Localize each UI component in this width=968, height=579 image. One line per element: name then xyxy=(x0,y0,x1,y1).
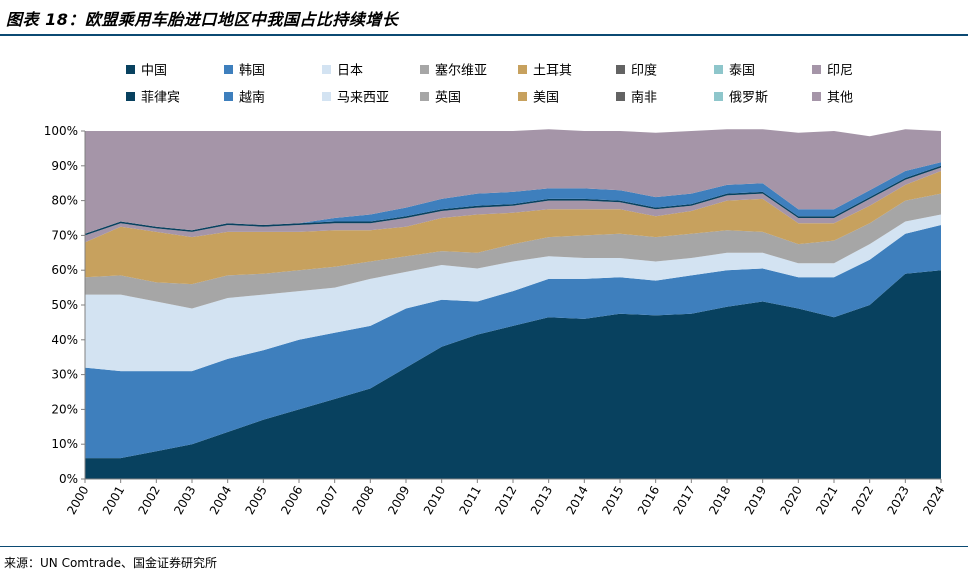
y-tick-label: 40% xyxy=(51,333,78,347)
legend-label-印度: 印度 xyxy=(631,63,657,79)
x-tick-label-2019: 2019 xyxy=(742,484,769,517)
legend-swatch-马来西亚 xyxy=(322,92,331,101)
x-tick-label-2012: 2012 xyxy=(492,484,519,517)
x-tick-label-2023: 2023 xyxy=(885,484,912,517)
area-series-group xyxy=(85,129,941,479)
legend-label-南非: 南非 xyxy=(631,90,657,106)
legend-swatch-南非 xyxy=(616,92,625,101)
legend-label-越南: 越南 xyxy=(239,90,265,106)
x-tick-label-2017: 2017 xyxy=(671,484,698,517)
x-tick-label-2013: 2013 xyxy=(528,484,555,517)
y-tick-label: 70% xyxy=(51,228,78,242)
legend-swatch-中国 xyxy=(126,65,135,74)
area-土耳其 xyxy=(85,171,941,285)
x-tick-label-2022: 2022 xyxy=(849,484,876,517)
area-越南 xyxy=(85,162,941,234)
legend-swatch-印尼 xyxy=(812,65,821,74)
x-tick-label-2008: 2008 xyxy=(350,484,377,517)
legend-label-俄罗斯: 俄罗斯 xyxy=(729,91,768,106)
legend-label-印尼: 印尼 xyxy=(827,64,853,79)
legend-label-土耳其: 土耳其 xyxy=(533,64,572,79)
area-中国 xyxy=(85,270,941,479)
x-tick-label-2010: 2010 xyxy=(421,484,448,517)
legend-label-马来西亚: 马来西亚 xyxy=(337,91,389,106)
y-tick-label: 100% xyxy=(44,124,78,138)
x-tick-label-2015: 2015 xyxy=(599,484,626,517)
y-tick-label: 80% xyxy=(51,194,78,208)
y-tick-label: 0% xyxy=(59,472,78,486)
legend-swatch-越南 xyxy=(224,92,233,101)
x-tick-label-2001: 2001 xyxy=(100,484,127,517)
legend-label-菲律宾: 菲律宾 xyxy=(141,90,180,106)
chart-title: 图表 18：欧盟乘用车胎进口地区中我国占比持续增长 xyxy=(6,10,399,29)
x-tick-label-2007: 2007 xyxy=(314,484,341,517)
legend-label-中国: 中国 xyxy=(141,64,167,79)
x-tick-label-2011: 2011 xyxy=(457,484,484,517)
y-tick-label: 90% xyxy=(51,159,78,173)
source-note: 来源：UN Comtrade、国金证券研究所 xyxy=(4,556,217,570)
legend-label-英国: 英国 xyxy=(435,91,461,106)
legend-label-其他: 其他 xyxy=(827,91,853,106)
legend-swatch-泰国 xyxy=(714,65,723,74)
legend-swatch-韩国 xyxy=(224,65,233,74)
x-tick-label-2014: 2014 xyxy=(564,484,591,517)
legend-swatch-美国 xyxy=(518,92,527,101)
legend-swatch-土耳其 xyxy=(518,65,527,74)
legend-label-泰国: 泰国 xyxy=(729,64,755,79)
x-tick-label-2009: 2009 xyxy=(385,484,412,517)
area-菲律宾 xyxy=(85,165,941,236)
area-其他 xyxy=(85,129,941,234)
y-tick-label: 60% xyxy=(51,263,78,277)
y-tick-label: 20% xyxy=(51,402,78,416)
legend-label-日本: 日本 xyxy=(337,64,363,79)
y-tick-label: 50% xyxy=(51,298,78,312)
legend-swatch-塞尔维亚 xyxy=(420,65,429,74)
x-tick-label-2018: 2018 xyxy=(706,484,733,517)
legend-label-韩国: 韩国 xyxy=(239,64,265,79)
area-塞尔维亚 xyxy=(85,193,941,309)
footer-rule xyxy=(0,546,968,547)
y-tick-label: 10% xyxy=(51,437,78,451)
x-tick-label-2002: 2002 xyxy=(136,484,163,517)
legend-swatch-印度 xyxy=(616,65,625,74)
x-tick-label-2020: 2020 xyxy=(778,484,805,517)
x-tick-label-2003: 2003 xyxy=(171,484,198,517)
x-tick-label-2004: 2004 xyxy=(207,484,234,517)
legend-swatch-菲律宾 xyxy=(126,92,135,101)
legend-label-塞尔维亚: 塞尔维亚 xyxy=(435,63,487,79)
legend-swatch-其他 xyxy=(812,92,821,101)
x-tick-label-2024: 2024 xyxy=(920,484,947,517)
title-rule xyxy=(0,34,968,36)
area-日本 xyxy=(85,214,941,372)
y-tick-label: 30% xyxy=(51,368,78,382)
x-tick-label-2005: 2005 xyxy=(243,484,270,517)
x-tick-label-2006: 2006 xyxy=(278,484,305,517)
area-韩国 xyxy=(85,225,941,459)
x-tick-label-2016: 2016 xyxy=(635,484,662,517)
legend-swatch-俄罗斯 xyxy=(714,92,723,101)
x-tick-label-2021: 2021 xyxy=(813,484,840,517)
legend-swatch-日本 xyxy=(322,65,331,74)
x-tick-label-2000: 2000 xyxy=(64,484,91,517)
legend-label-美国: 美国 xyxy=(533,91,559,106)
legend-swatch-英国 xyxy=(420,92,429,101)
